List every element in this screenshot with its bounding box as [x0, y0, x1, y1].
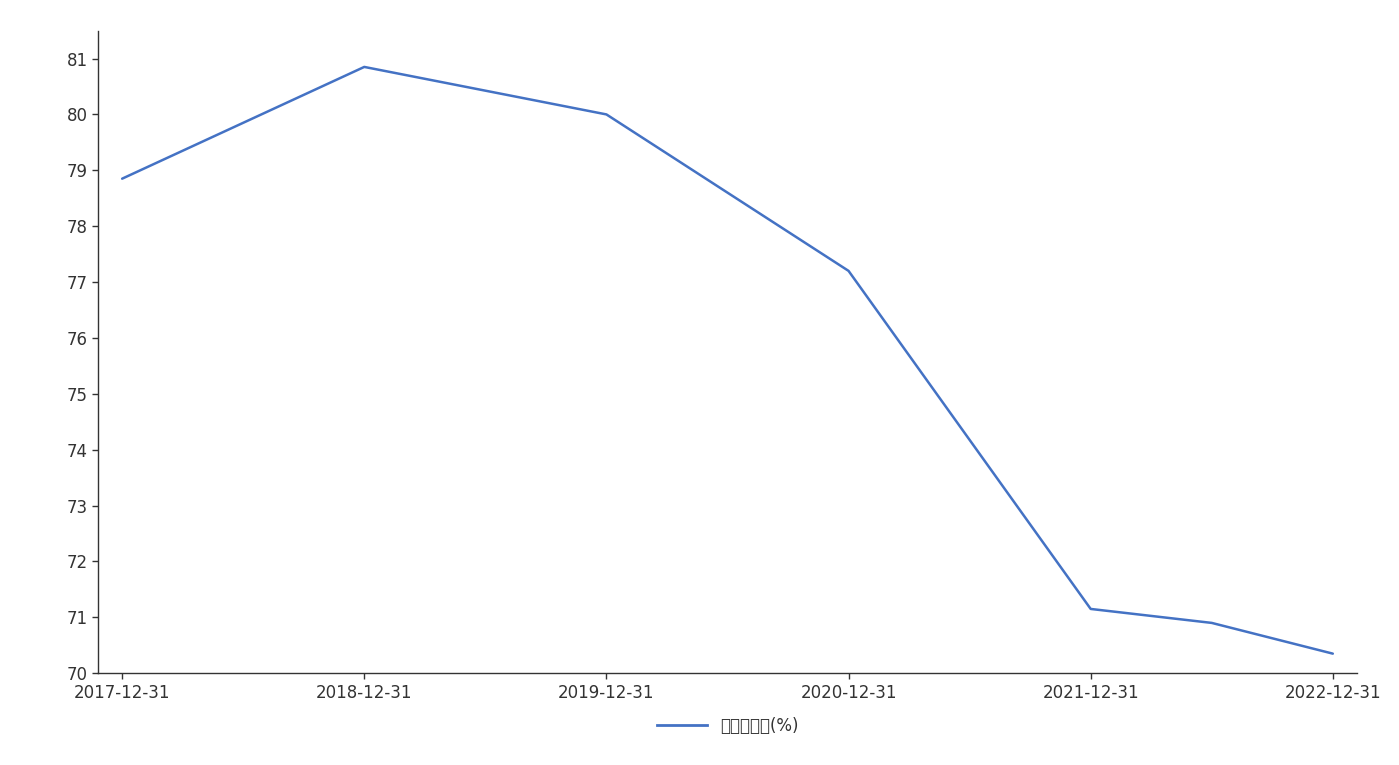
- Legend: 销售毛利率(%): 销售毛利率(%): [651, 711, 804, 742]
